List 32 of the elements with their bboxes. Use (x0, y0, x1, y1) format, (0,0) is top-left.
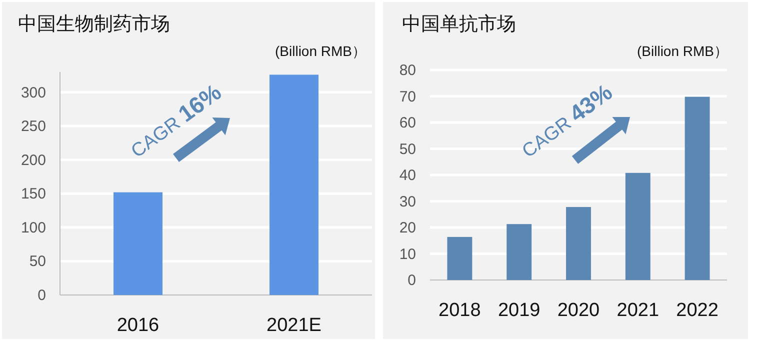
y-tick-label: 40 (399, 167, 416, 184)
y-tick-label: 100 (20, 219, 46, 236)
x-tick-label: 2019 (498, 300, 540, 321)
chart-subtitle: (Billion RMB） (636, 43, 728, 59)
chart-title: 中国生物制药市场 (18, 13, 170, 35)
y-tick-label: 200 (20, 152, 46, 169)
x-tick-label: 2021 (616, 300, 660, 321)
x-tick-label: 2020 (557, 300, 600, 321)
y-tick-label: 60 (399, 114, 416, 132)
chart-title: 中国单抗市场 (402, 13, 516, 35)
y-tick-label: 0 (38, 287, 46, 304)
y-tick-label: 30 (399, 193, 416, 210)
y-tick-label: 10 (399, 246, 416, 263)
chart-subtitle: (Billion RMB） (274, 43, 366, 59)
y-tick-label: 0 (408, 272, 416, 289)
y-tick-label: 50 (399, 140, 416, 158)
bar (684, 96, 710, 280)
bar (447, 236, 472, 280)
bar (566, 207, 591, 280)
y-tick-label: 70 (399, 88, 416, 106)
bar (506, 224, 532, 280)
x-tick-label: 2022 (676, 300, 718, 321)
x-tick-label: 2021E (266, 315, 322, 336)
y-tick-label: 50 (29, 253, 46, 270)
x-tick-label: 2018 (438, 300, 481, 321)
y-tick-label: 150 (20, 186, 46, 203)
y-tick-label: 250 (20, 118, 46, 136)
y-tick-label: 20 (399, 220, 416, 236)
y-tick-label: 300 (20, 84, 46, 102)
y-tick-label: 80 (399, 62, 416, 79)
bar (625, 172, 650, 280)
x-tick-label: 2016 (116, 315, 160, 336)
